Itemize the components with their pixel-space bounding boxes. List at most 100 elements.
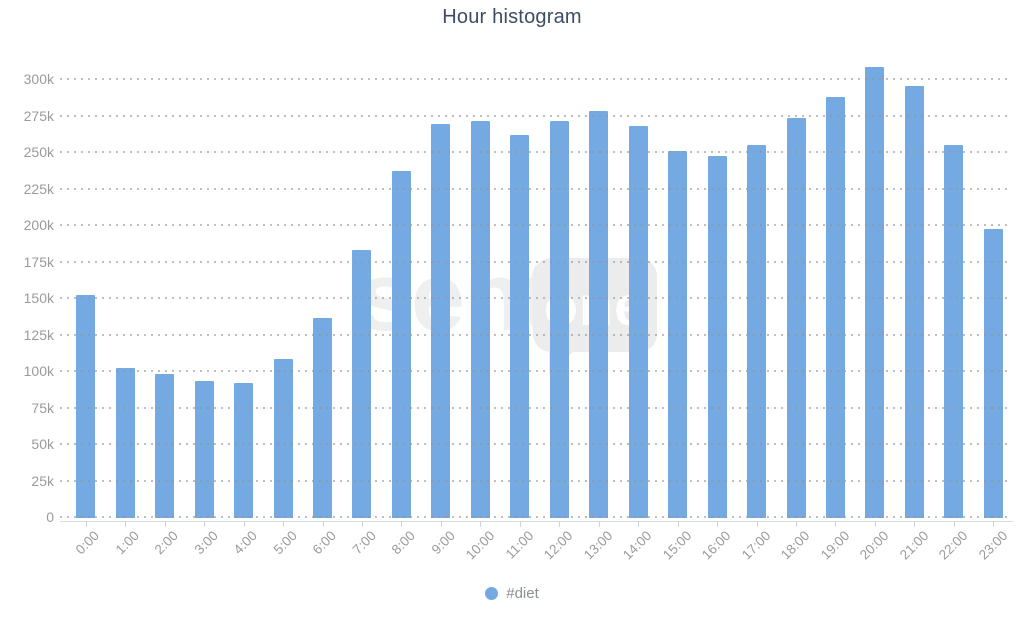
y-tick-label-200k: 200k [23, 217, 54, 233]
x-tick-1200 [559, 521, 561, 527]
x-tick-label-600: 6:00 [309, 528, 340, 558]
y-tick-label-100k: 100k [23, 363, 54, 379]
x-tick-label-500: 5:00 [270, 528, 300, 558]
x-tick-label-400: 4:00 [231, 528, 261, 558]
bar-1000[interactable] [470, 121, 490, 518]
bar-1300[interactable] [589, 111, 609, 518]
x-tick-500 [283, 521, 284, 527]
y-tick-label-300k: 300k [23, 71, 54, 87]
x-tick-label-1400: 14:00 [620, 528, 655, 563]
bar-500[interactable] [273, 359, 293, 518]
bar-700[interactable] [352, 249, 372, 518]
bar-900[interactable] [431, 124, 451, 518]
x-tick-label-1000: 10:00 [462, 528, 497, 563]
bar-2100[interactable] [904, 86, 924, 518]
gridline-125k [60, 333, 1012, 336]
x-tick-label-300: 3:00 [191, 528, 221, 558]
x-tick-label-1100: 11:00 [502, 528, 537, 562]
x-tick-200 [164, 521, 166, 527]
x-tick-1800 [796, 521, 797, 527]
bar-600[interactable] [313, 318, 332, 518]
gridline-200k [60, 224, 1012, 226]
y-tick-label-150k: 150k [23, 290, 54, 306]
y-tick-label-50k: 50k [31, 436, 54, 452]
gridline-25k [60, 479, 1012, 482]
bar-1100[interactable] [510, 134, 530, 518]
x-tick-label-800: 8:00 [388, 528, 419, 558]
gridline-175k [60, 260, 1012, 263]
x-tick-label-1700: 17:00 [738, 528, 774, 563]
x-tick-label-000: 0:00 [73, 528, 103, 558]
legend-series-label: #diet [506, 585, 539, 602]
gridline-0 [60, 516, 1012, 518]
bar-2200[interactable] [944, 144, 964, 518]
x-tick-label-1600: 16:00 [699, 528, 734, 563]
bar-2000[interactable] [865, 67, 885, 518]
gridline-100k [60, 370, 1012, 372]
x-tick-label-2100: 21:00 [896, 528, 932, 563]
bar-1400[interactable] [628, 125, 648, 518]
legend[interactable]: #diet [0, 585, 1024, 602]
x-tick-100 [125, 521, 127, 527]
y-tick-label-125k: 125k [23, 326, 54, 343]
x-tick-2300 [993, 521, 995, 527]
gridline-150k [60, 297, 1012, 299]
y-tick-label-75k: 75k [31, 399, 54, 416]
y-tick-label-175k: 175k [23, 253, 54, 270]
bar-1900[interactable] [825, 96, 845, 518]
x-tick-1700 [756, 521, 758, 527]
x-tick-800 [401, 521, 403, 527]
x-axis-line [60, 521, 1013, 522]
x-tick-label-700: 7:00 [349, 528, 379, 558]
bar-1600[interactable] [707, 156, 727, 518]
gridline-275k [60, 114, 1012, 117]
x-tick-label-2300: 23:00 [975, 528, 1010, 563]
x-tick-1100 [519, 521, 521, 527]
x-tick-label-1800: 18:00 [778, 528, 813, 563]
x-tick-2100 [914, 521, 916, 527]
bar-2300[interactable] [983, 229, 1003, 518]
bar-300[interactable] [194, 381, 214, 518]
y-tick-label-250k: 250k [23, 144, 54, 160]
x-tick-1500 [677, 521, 679, 527]
gridline-225k [60, 187, 1012, 190]
x-tick-900 [440, 521, 442, 527]
x-tick-000 [85, 521, 87, 527]
x-tick-label-900: 9:00 [428, 528, 458, 558]
bar-1800[interactable] [786, 118, 806, 518]
gridline-75k [60, 406, 1012, 409]
x-tick-label-1500: 15:00 [659, 528, 695, 563]
y-tick-label-275k: 275k [23, 107, 54, 124]
bar-200[interactable] [155, 373, 175, 518]
x-tick-1300 [598, 521, 600, 527]
y-tick-label-225k: 225k [23, 180, 54, 197]
x-tick-700 [361, 521, 363, 527]
bar-1200[interactable] [549, 121, 569, 518]
gridline-250k [60, 151, 1012, 153]
x-tick-label-200: 2:00 [152, 528, 182, 558]
chart-title: Hour histogram [442, 6, 582, 28]
x-tick-label-1900: 19:00 [817, 528, 853, 563]
x-tick-300 [204, 521, 206, 527]
x-tick-label-1300: 13:00 [580, 528, 616, 563]
gridline-300k [60, 78, 1012, 80]
bar-1700[interactable] [747, 144, 766, 518]
x-tick-label-100: 1:00 [112, 528, 142, 558]
x-tick-2200 [953, 521, 955, 527]
legend-marker-dot [485, 587, 499, 600]
x-tick-label-2000: 20:00 [857, 528, 892, 563]
x-tick-label-1200: 12:00 [541, 528, 576, 563]
x-tick-1600 [717, 521, 719, 527]
x-tick-600 [322, 521, 324, 527]
x-tick-400 [243, 521, 245, 527]
x-tick-1900 [835, 521, 837, 527]
x-tick-2000 [874, 521, 876, 527]
bar-400[interactable] [234, 382, 254, 518]
bar-800[interactable] [391, 171, 411, 518]
y-tick-label-0: 0 [46, 509, 54, 525]
x-tick-1000 [480, 521, 482, 527]
gridline-50k [60, 443, 1012, 445]
y-tick-label-25k: 25k [31, 472, 54, 489]
